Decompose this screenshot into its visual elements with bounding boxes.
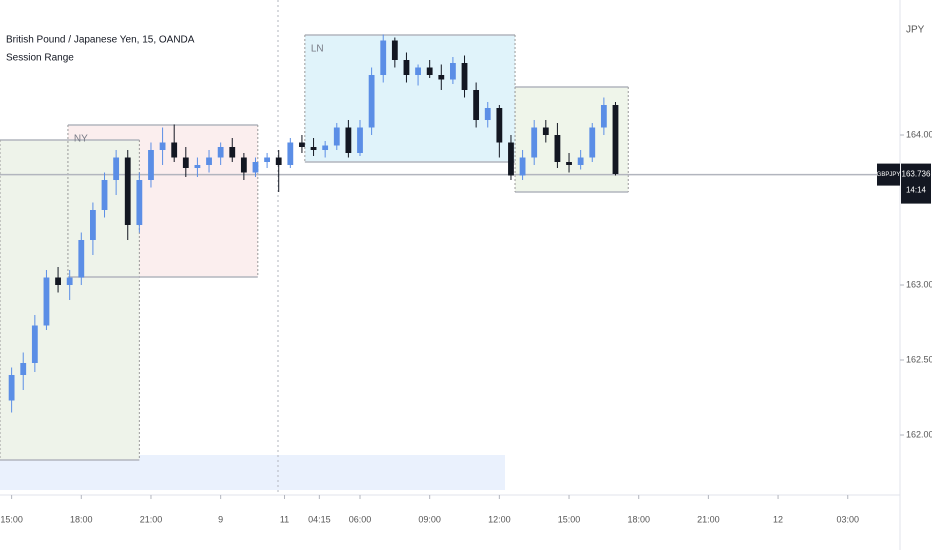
candle-body xyxy=(113,157,120,180)
symbol-badge xyxy=(877,163,900,186)
candle-body xyxy=(391,40,398,60)
currency-label: JPY xyxy=(906,25,925,36)
symbol-label: GBPJPY xyxy=(877,172,901,178)
session-label: NY xyxy=(74,134,88,145)
candle-body xyxy=(484,108,491,120)
candle-body xyxy=(171,142,178,158)
candle-body xyxy=(322,145,329,150)
chart-title: British Pound / Japanese Yen, 15, OANDA xyxy=(6,35,195,46)
candle-body xyxy=(333,127,340,146)
last-price-label: 163.736 xyxy=(902,170,931,179)
candle-body xyxy=(403,60,410,75)
x-tick-label: 12 xyxy=(773,514,783,524)
y-tick-label: 163.000 xyxy=(906,279,932,289)
candle-body xyxy=(426,67,433,75)
candle-body xyxy=(229,147,236,158)
candle-body xyxy=(66,277,73,285)
candle-body xyxy=(357,127,363,153)
candle-body xyxy=(496,108,503,143)
candle-body xyxy=(90,210,96,240)
y-tick-label: 164.000 xyxy=(906,129,932,139)
price-badge xyxy=(901,163,931,204)
candle-body xyxy=(159,142,166,150)
candle-body xyxy=(508,142,514,176)
x-tick-label: 03:00 xyxy=(836,514,859,524)
candle-body xyxy=(600,105,607,128)
candle-body xyxy=(612,105,619,174)
x-tick-label: 12:00 xyxy=(488,514,511,524)
candle-body xyxy=(368,75,375,128)
indicator-band xyxy=(0,455,505,490)
x-tick-label: 15:00 xyxy=(0,514,23,524)
candle-body xyxy=(287,142,294,165)
x-tick-label: 18:00 xyxy=(627,514,650,524)
candle-body xyxy=(577,157,584,165)
candle-body xyxy=(438,75,445,80)
candle-body xyxy=(531,127,538,158)
candle-body xyxy=(194,165,201,168)
candle-body xyxy=(217,147,224,158)
candle-body xyxy=(8,375,15,401)
x-tick-label: 21:00 xyxy=(140,514,163,524)
x-tick-label: 18:00 xyxy=(70,514,93,524)
session-label: LN xyxy=(311,44,324,55)
y-tick-label: 162.000 xyxy=(906,429,932,439)
candle-body xyxy=(450,63,456,80)
candle-body xyxy=(43,277,50,326)
candle-body xyxy=(275,157,282,165)
candle-body xyxy=(461,63,468,90)
candle-body xyxy=(310,147,317,150)
indicator-name: Session Range xyxy=(6,53,74,64)
x-tick-label: 06:00 xyxy=(349,514,372,524)
candle-body xyxy=(299,142,305,147)
x-tick-label: 11 xyxy=(280,514,289,524)
candle-body xyxy=(206,157,212,165)
candle-body xyxy=(345,127,352,153)
candle-body xyxy=(380,40,387,75)
candle-body xyxy=(55,277,61,285)
countdown-label: 14:14 xyxy=(906,186,927,195)
candle-body xyxy=(542,127,549,135)
x-tick-label: 09:00 xyxy=(418,514,441,524)
candle-body xyxy=(554,135,561,162)
x-tick-label: 21:00 xyxy=(697,514,720,524)
x-tick-label: 04:15 xyxy=(308,514,331,524)
candle-body xyxy=(589,127,596,158)
x-tick-label: 9 xyxy=(218,514,223,524)
y-tick-label: 162.500 xyxy=(906,354,932,364)
candle-body xyxy=(566,162,572,165)
candle-body xyxy=(101,180,108,210)
candle-body xyxy=(264,157,270,162)
candle-body xyxy=(252,162,259,173)
candle-body xyxy=(240,157,247,173)
candle-body xyxy=(148,150,154,180)
candle-body xyxy=(124,157,131,225)
candle-body xyxy=(20,363,27,375)
candle-body xyxy=(415,67,421,75)
candle-body xyxy=(473,90,480,120)
session-box xyxy=(304,34,516,163)
candle-body xyxy=(182,157,189,168)
candle-body xyxy=(78,240,85,278)
candle-body xyxy=(136,180,143,225)
candle-body xyxy=(31,325,38,363)
candle-body xyxy=(519,157,526,176)
x-tick-label: 15:00 xyxy=(558,514,581,524)
